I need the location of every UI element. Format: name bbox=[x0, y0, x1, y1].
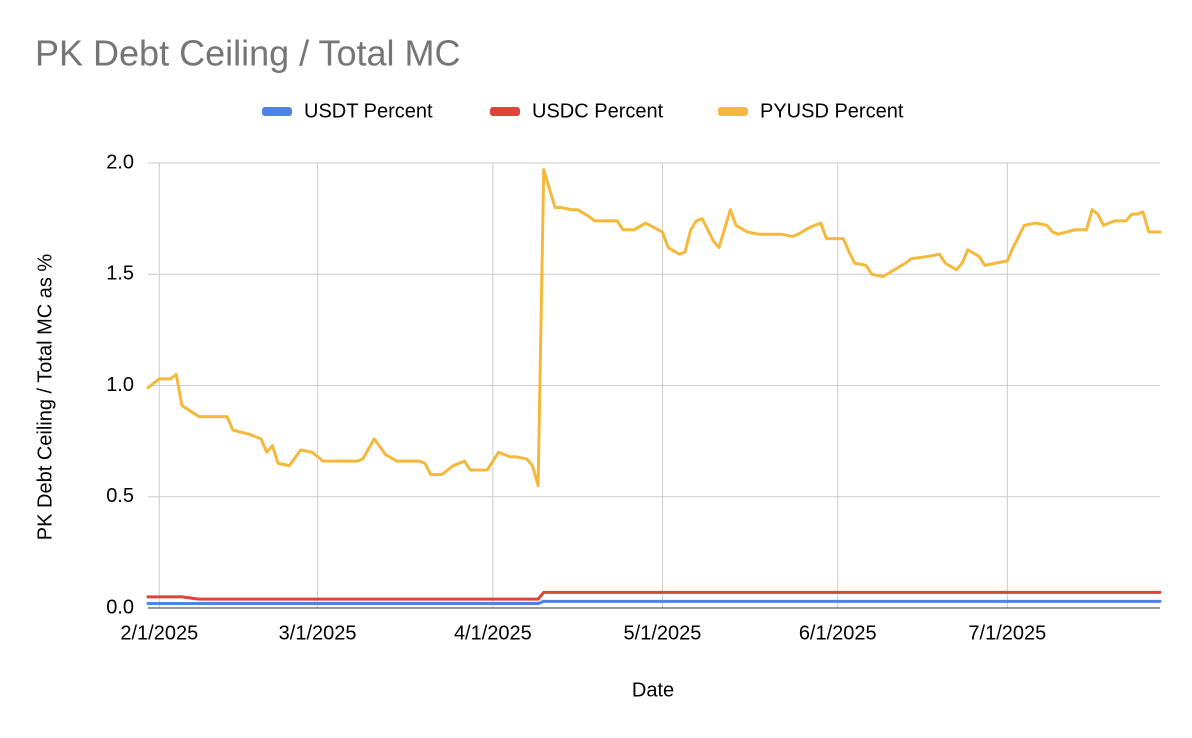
series-line bbox=[146, 168, 1162, 488]
y-tick-label: 1.5 bbox=[106, 263, 134, 285]
legend-swatch bbox=[490, 107, 520, 116]
x-tick-label: 5/1/2025 bbox=[624, 622, 702, 644]
legend-label: PYUSD Percent bbox=[760, 100, 904, 122]
series-line bbox=[146, 590, 1162, 601]
x-tick-label: 3/1/2025 bbox=[279, 622, 357, 644]
x-tick-label: 7/1/2025 bbox=[968, 622, 1046, 644]
y-tick-label: 1.0 bbox=[106, 374, 134, 396]
y-tick-label: 2.0 bbox=[106, 151, 134, 173]
x-tick-label: 6/1/2025 bbox=[799, 622, 877, 644]
y-tick-label: 0.0 bbox=[106, 596, 134, 618]
chart-title: PK Debt Ceiling / Total MC bbox=[35, 33, 461, 74]
legend-swatch bbox=[718, 107, 748, 116]
y-tick-label: 0.5 bbox=[106, 485, 134, 507]
x-tick-label: 2/1/2025 bbox=[120, 622, 198, 644]
legend-label: USDC Percent bbox=[532, 100, 664, 122]
x-axis-label: Date bbox=[632, 679, 674, 701]
series-line bbox=[146, 599, 1162, 606]
y-axis-label: PK Debt Ceiling / Total MC as % bbox=[34, 254, 56, 541]
x-tick-label: 4/1/2025 bbox=[454, 622, 532, 644]
legend-swatch bbox=[262, 107, 292, 116]
legend-label: USDT Percent bbox=[304, 100, 433, 122]
